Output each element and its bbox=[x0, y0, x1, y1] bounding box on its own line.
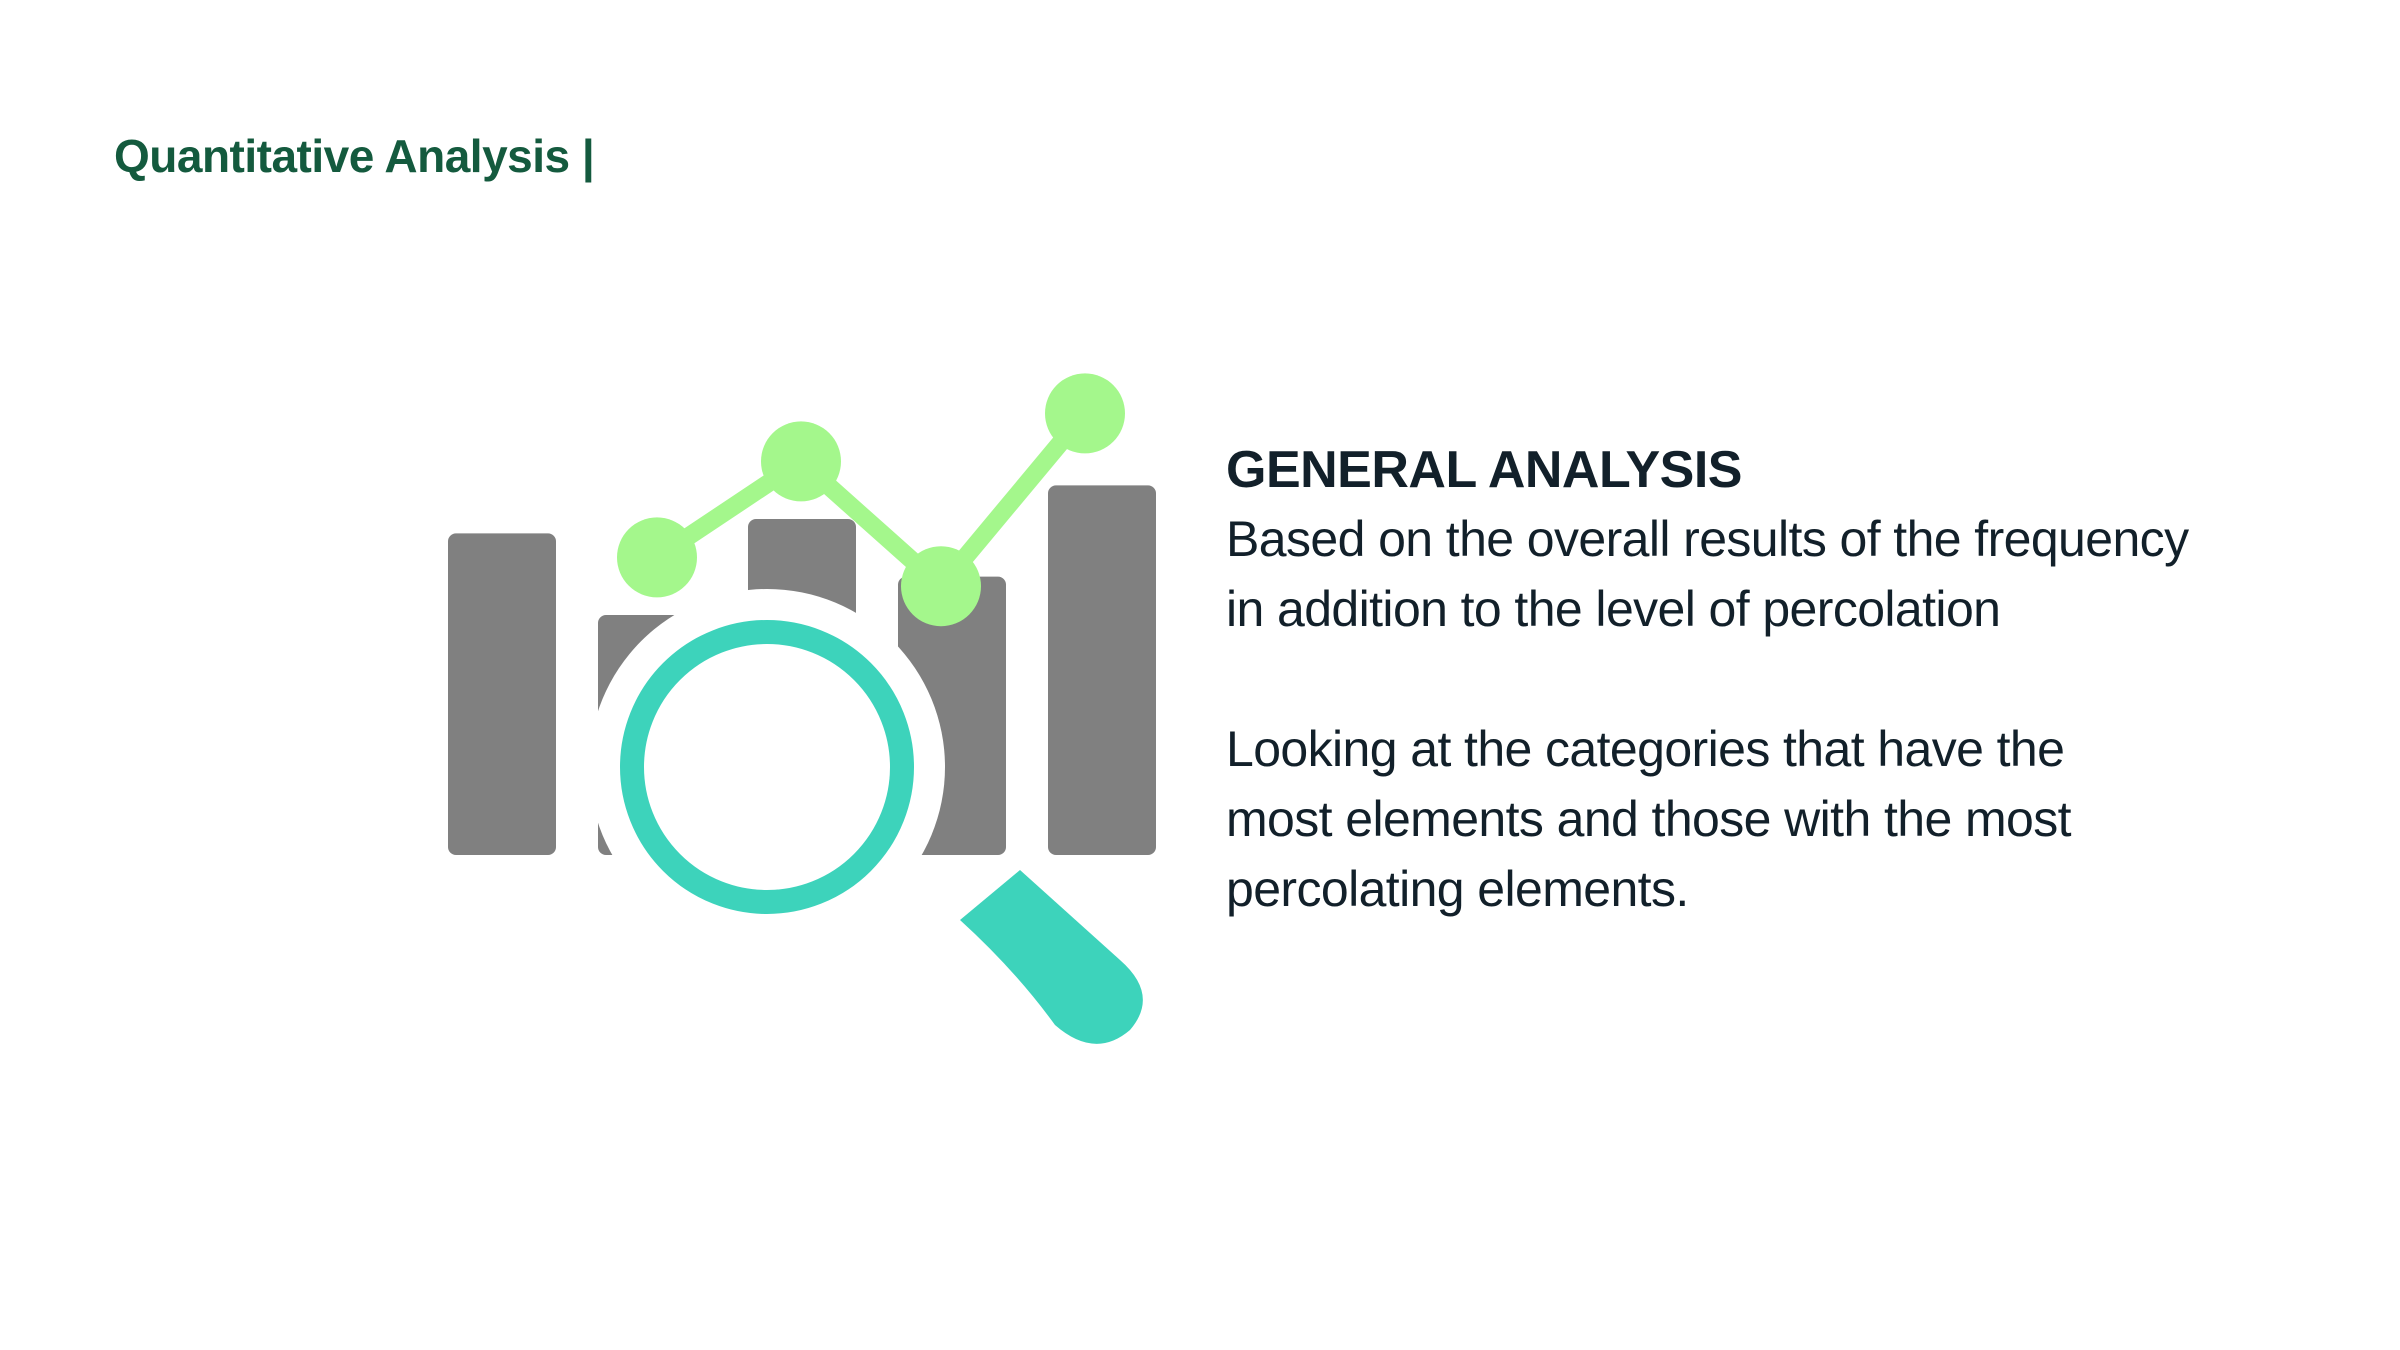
trend-point-4 bbox=[1045, 373, 1125, 454]
paragraph-spacer bbox=[1226, 644, 2346, 714]
bar-5 bbox=[1048, 485, 1156, 855]
trend-line bbox=[652, 407, 1092, 596]
text-block: GENERAL ANALYSIS Based on the overall re… bbox=[1226, 436, 2346, 924]
chart-magnifier-icon bbox=[448, 373, 1156, 1044]
trend-point-2 bbox=[761, 421, 841, 502]
magnifier-icon bbox=[589, 589, 1143, 1044]
magnifier-handle bbox=[960, 870, 1143, 1044]
trend-point-1 bbox=[617, 517, 697, 598]
paragraph-1-line-2: in addition to the level of percolation bbox=[1226, 581, 2001, 637]
paragraph-2-line-1: Looking at the categories that have the bbox=[1226, 721, 2065, 777]
trend-line-icon bbox=[617, 373, 1125, 627]
slide-title: Quantitative Analysis | bbox=[114, 130, 595, 182]
paragraph-2: Looking at the categories that have the … bbox=[1226, 714, 2346, 924]
magnifier-lens bbox=[620, 620, 914, 914]
paragraph-2-line-3: percolating elements. bbox=[1226, 861, 1689, 917]
paragraph-2-line-2: most elements and those with the most bbox=[1226, 791, 2071, 847]
bar-1 bbox=[448, 533, 556, 855]
paragraph-1: Based on the overall results of the freq… bbox=[1226, 504, 2346, 644]
section-heading: GENERAL ANALYSIS bbox=[1226, 441, 1742, 499]
paragraph-1-line-1: Based on the overall results of the freq… bbox=[1226, 511, 2189, 567]
trend-point-3 bbox=[901, 546, 981, 627]
